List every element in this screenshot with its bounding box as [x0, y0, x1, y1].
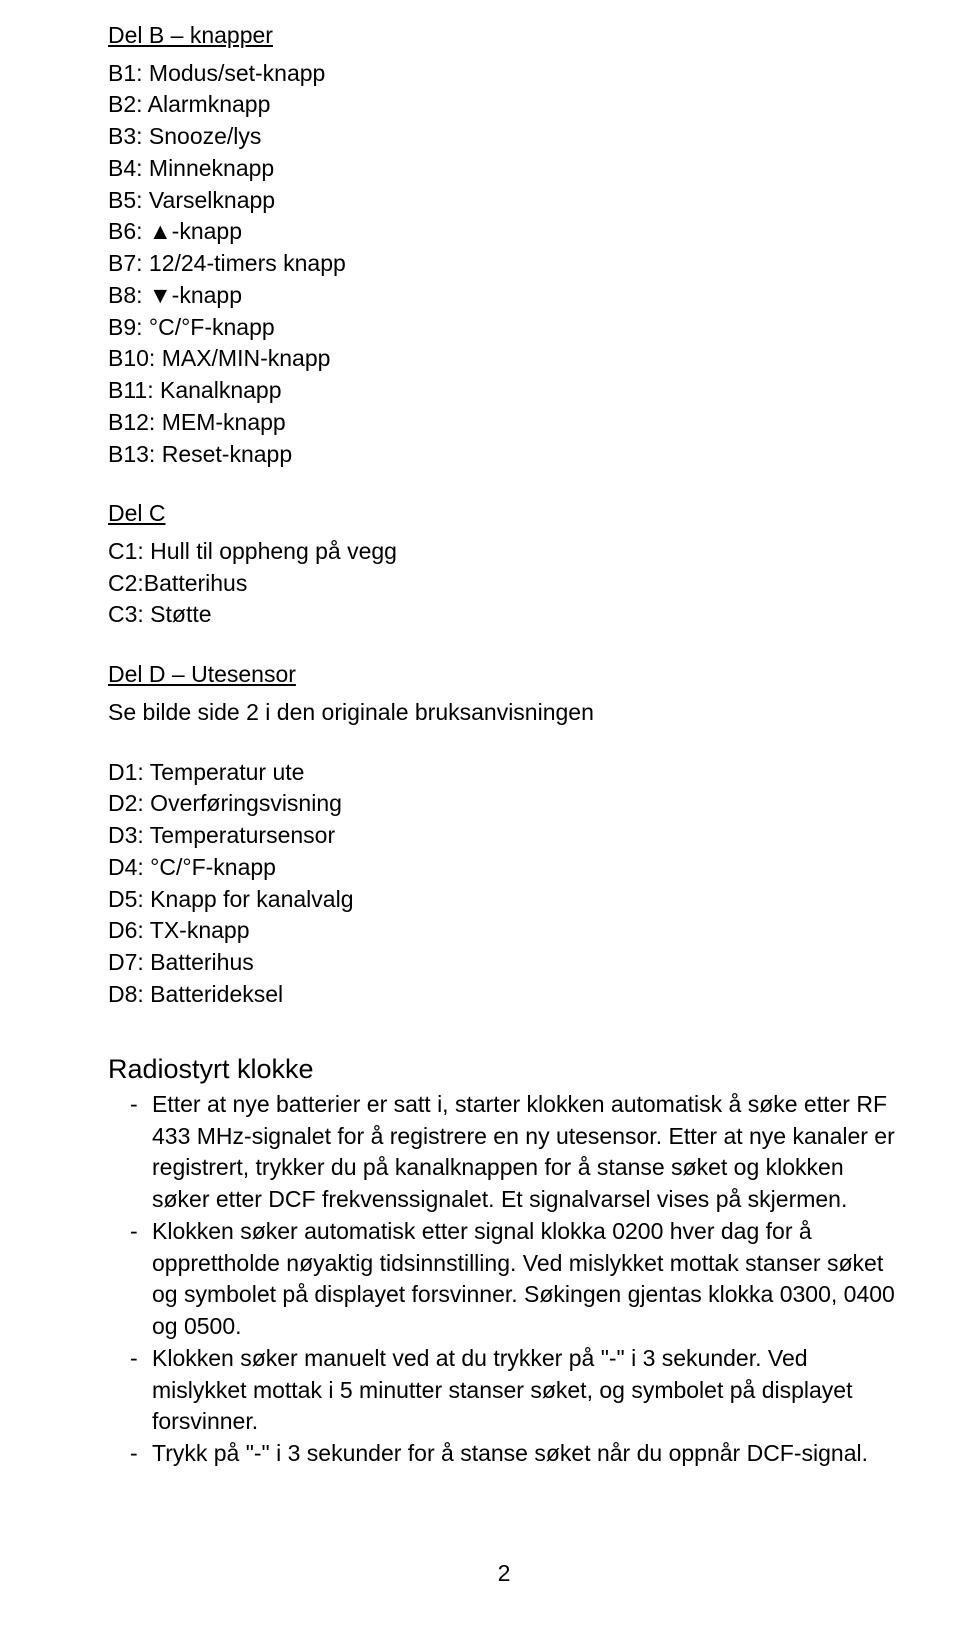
list-item: B8: ▼-knapp — [108, 280, 900, 312]
list-item: B11: Kanalknapp — [108, 375, 900, 407]
bullet-dash-icon: - — [108, 1438, 152, 1470]
list-item: C1: Hull til oppheng på vegg — [108, 536, 900, 568]
list-item: C2:Batterihus — [108, 568, 900, 600]
bullet-item: - Klokken søker manuelt ved at du trykke… — [108, 1343, 900, 1438]
section-c-heading: Del C — [108, 498, 900, 530]
list-item: B12: MEM-knapp — [108, 407, 900, 439]
bullet-item: - Trykk på "-" i 3 sekunder for å stanse… — [108, 1438, 900, 1470]
list-item: D7: Batterihus — [108, 947, 900, 979]
page-number: 2 — [108, 1560, 900, 1587]
list-item: C3: Støtte — [108, 599, 900, 631]
list-item: B2: Alarmknapp — [108, 89, 900, 121]
list-item: D5: Knapp for kanalvalg — [108, 884, 900, 916]
list-item: B13: Reset-knapp — [108, 439, 900, 471]
section-d-list: D1: Temperatur ute D2: Overføringsvisnin… — [108, 757, 900, 1011]
section-b-list: B1: Modus/set-knapp B2: Alarmknapp B3: S… — [108, 58, 900, 471]
list-item: D3: Temperatursensor — [108, 820, 900, 852]
list-item: B3: Snooze/lys — [108, 121, 900, 153]
radio-section-title: Radiostyrt klokke — [108, 1051, 900, 1087]
bullet-dash-icon: - — [108, 1343, 152, 1375]
list-item: D2: Overføringsvisning — [108, 788, 900, 820]
list-item: D4: °C/°F-knapp — [108, 852, 900, 884]
document-page: Del B – knapper B1: Modus/set-knapp B2: … — [0, 0, 960, 1627]
list-item: D8: Batterideksel — [108, 979, 900, 1011]
bullet-dash-icon: - — [108, 1216, 152, 1248]
bullet-dash-icon: - — [108, 1089, 152, 1121]
list-item: B4: Minneknapp — [108, 153, 900, 185]
bullet-text: Etter at nye batterier er satt i, starte… — [152, 1089, 900, 1216]
list-item: B10: MAX/MIN-knapp — [108, 343, 900, 375]
list-item: B1: Modus/set-knapp — [108, 58, 900, 90]
bullet-text: Klokken søker automatisk etter signal kl… — [152, 1216, 900, 1343]
section-d-note: Se bilde side 2 i den originale bruksanv… — [108, 697, 900, 729]
bullet-text: Trykk på "-" i 3 sekunder for å stanse s… — [152, 1438, 900, 1470]
section-c-list: C1: Hull til oppheng på vegg C2:Batterih… — [108, 536, 900, 631]
section-b-heading: Del B – knapper — [108, 20, 900, 52]
list-item: D6: TX-knapp — [108, 915, 900, 947]
list-item: B9: °C/°F-knapp — [108, 312, 900, 344]
list-item: D1: Temperatur ute — [108, 757, 900, 789]
radio-bullets: - Etter at nye batterier er satt i, star… — [108, 1089, 900, 1470]
list-item: B6: ▲-knapp — [108, 216, 900, 248]
list-item: B5: Varselknapp — [108, 185, 900, 217]
bullet-text: Klokken søker manuelt ved at du trykker … — [152, 1343, 900, 1438]
bullet-item: - Etter at nye batterier er satt i, star… — [108, 1089, 900, 1216]
section-d-heading: Del D – Utesensor — [108, 659, 900, 691]
list-item: B7: 12/24-timers knapp — [108, 248, 900, 280]
bullet-item: - Klokken søker automatisk etter signal … — [108, 1216, 900, 1343]
